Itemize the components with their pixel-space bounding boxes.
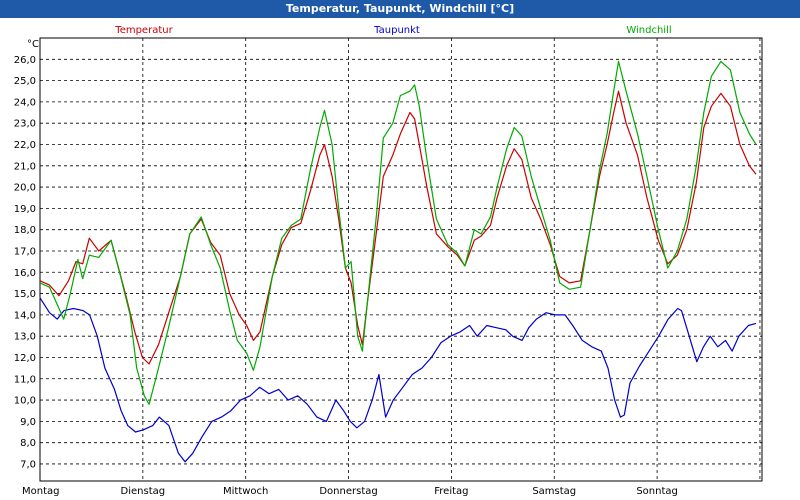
y-tick-label: 10,0 [14,396,36,407]
x-tick-day: Dienstag [121,486,166,497]
series-line-windchill [39,60,757,405]
x-tick-day: Sonntag [636,486,678,497]
y-tick-label: 9,0 [20,417,36,428]
legend: Temperatur Taupunkt Windchill [114,25,671,36]
series-line-taupunkt [39,297,757,463]
legend-entry: Windchill [626,25,671,36]
y-tick-label: 24,0 [14,97,36,108]
y-tick-label: 8,0 [20,438,36,449]
legend-entry: Temperatur [114,25,173,36]
y-tick-label: 23,0 [14,119,36,130]
x-tick-day: Donnerstag [319,486,377,497]
series-line-temperatur [39,90,757,365]
y-tick-label: 16,0 [14,268,36,279]
legend-entry: Taupunkt [373,25,420,36]
y-tick-label: 15,0 [14,289,36,300]
y-axis-label: °C [27,39,39,50]
series-lines [39,60,757,463]
y-tick-label: 14,0 [14,310,36,321]
grid-lines [40,38,762,481]
y-tick-label: 12,0 [14,353,36,364]
chart-title: Temperatur, Taupunkt, Windchill [°C] [0,0,800,18]
y-tick-label: 26,0 [14,55,36,66]
y-tick-label: 17,0 [14,246,36,257]
y-tick-label: 13,0 [14,332,36,343]
y-tick-label: 11,0 [14,374,36,385]
x-tick-day: Freitag [434,486,468,497]
y-axis: °C 7,0 8,0 9,0 10,0 11,0 12,0 13,0 14,0 15,0 16,0… [14,39,39,470]
line-chart: °C 7,0 8,0 9,0 10,0 11,0 12,0 13,0 14,0 15,0 16,0… [0,18,800,500]
y-tick-label: 22,0 [14,140,36,151]
y-tick-label: 20,0 [14,183,36,194]
x-tick-day: Mittwoch [223,486,268,497]
plot-frame [39,37,763,482]
x-axis: Montag07.07.25Dienstag08.07.25Mittwoch09… [22,486,678,497]
y-tick-label: 25,0 [14,76,36,87]
y-tick-label: 7,0 [20,459,36,470]
y-tick-label: 18,0 [14,225,36,236]
x-tick-day: Montag [22,486,59,497]
y-tick-label: 19,0 [14,204,36,215]
y-tick-label: 21,0 [14,161,36,172]
x-tick-day: Samstag [532,486,576,497]
